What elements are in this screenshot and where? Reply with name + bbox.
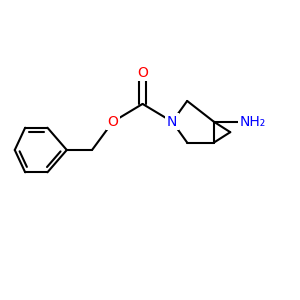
Text: N: N (167, 115, 178, 129)
Text: O: O (137, 66, 148, 80)
Text: O: O (107, 115, 118, 129)
Text: NH₂: NH₂ (239, 115, 266, 129)
